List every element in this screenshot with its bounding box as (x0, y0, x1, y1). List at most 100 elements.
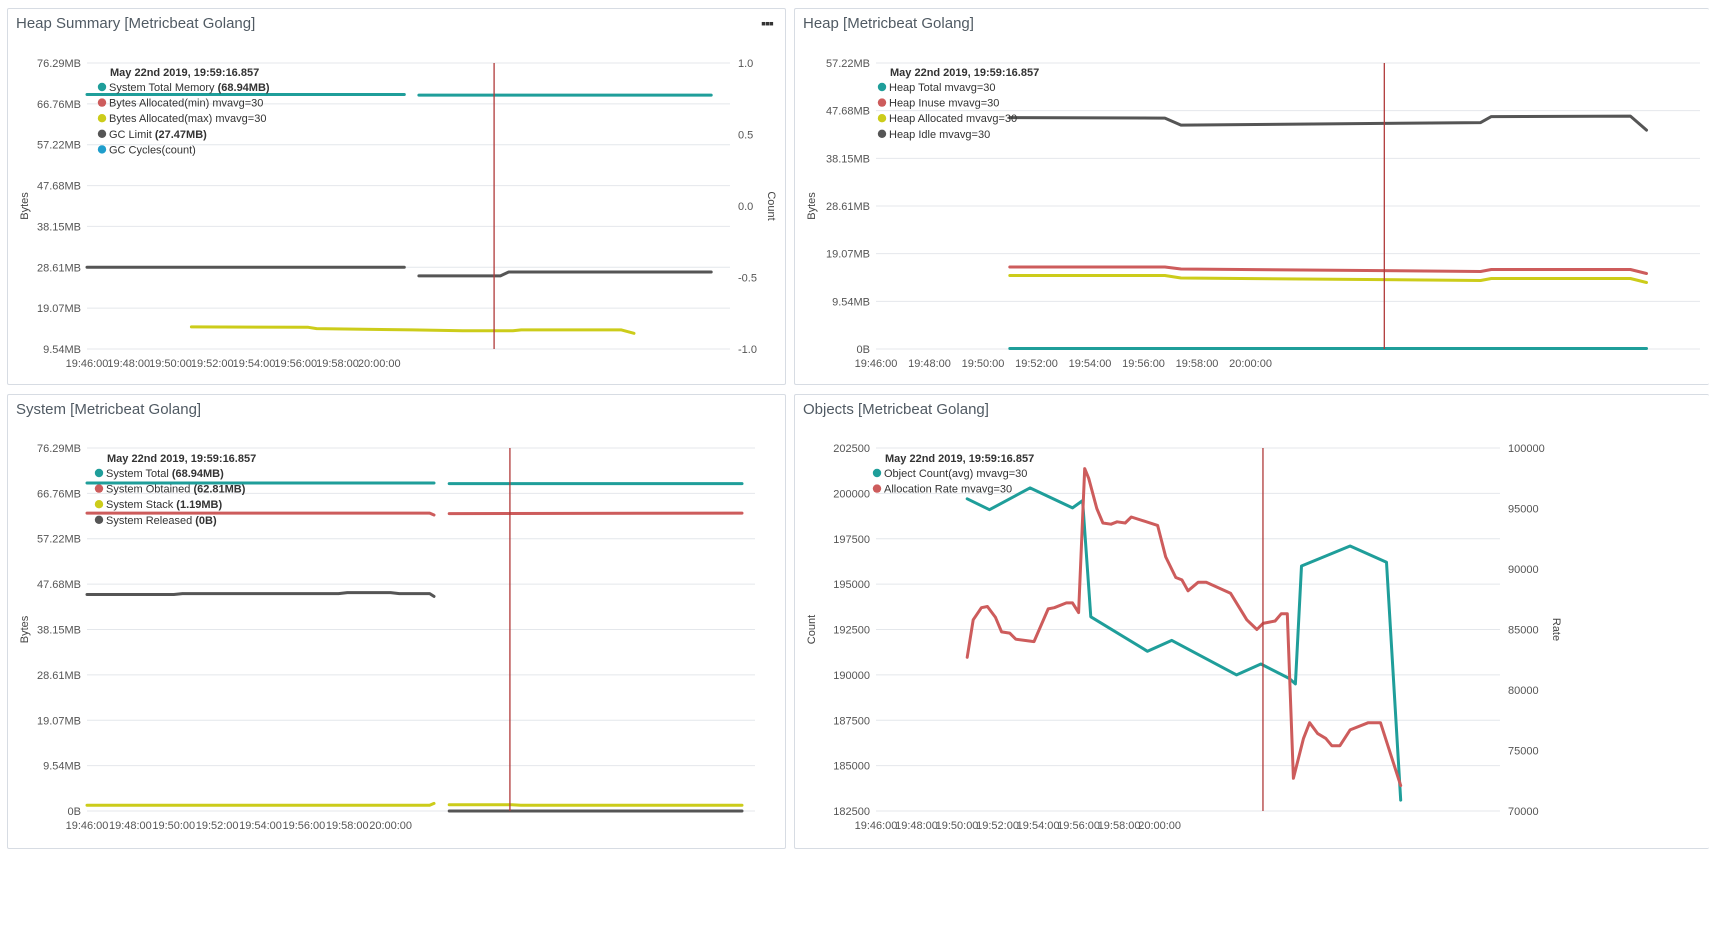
y-tick-label: 9.54MB (43, 761, 81, 773)
tooltip-entry-label: System Released (106, 515, 195, 527)
heap-chart[interactable]: 57.22MB 47.68MB 38.15MB 28.61MB 19.07MB 9.54M… (795, 9, 1709, 386)
x-tick-label: 19:48:00 (908, 358, 951, 370)
tooltip-entry-label: Bytes Allocated(max) mvavg=30 (109, 113, 266, 125)
panel-title: System [Metricbeat Golang] (16, 401, 202, 418)
tooltip-entry-value: (27.47MB) (155, 129, 207, 141)
y-axis-label: Bytes (806, 192, 818, 220)
tooltip-entry-label: Heap Total mvavg=30 (889, 82, 996, 94)
tooltip-entry: System Total Memory (68.94MB) (109, 82, 270, 94)
ellipsis-icon[interactable]: ▪▪▪ (761, 15, 774, 31)
x-tick-label: 19:50:00 (152, 820, 195, 832)
y-tick-label: 9.54MB (43, 344, 81, 356)
series-line-system-obtained (85, 511, 436, 517)
series-line-system-obtained (447, 511, 744, 516)
x-tick-label: 20:00:00 (369, 820, 412, 832)
legend-dot-icon (94, 484, 104, 493)
legend-dot-icon (872, 468, 882, 478)
y-tick-label: 47.68MB (37, 579, 81, 591)
x-tick-label: 20:00:00 (1138, 820, 1181, 832)
x-tick-label: 19:46:00 (66, 820, 109, 832)
panel-title: Heap Summary [Metricbeat Golang] (16, 15, 256, 32)
legend-dot-icon (877, 114, 887, 123)
y-tick-label: 182500 (833, 806, 870, 818)
y-tick-label: 57.22MB (37, 534, 81, 546)
y-tick-label: 38.15MB (37, 624, 81, 636)
tooltip-entry: System Obtained (62.81MB) (106, 484, 246, 496)
x-tick-label: 19:48:00 (109, 820, 152, 832)
y-tick-label: 66.76MB (37, 488, 81, 500)
tooltip-entry-label: System Total Memory (109, 82, 218, 94)
y-tick-label: 19.07MB (37, 715, 81, 727)
tooltip-entry: System Released (0B) (106, 515, 217, 527)
panel-objects: Objects [Metricbeat Golang] 202500 200000… (794, 394, 1709, 849)
y-tick-label: 185000 (833, 761, 870, 773)
x-tick-label: 19:48:00 (107, 358, 150, 370)
x-tick-label: 19:58:00 (316, 358, 359, 370)
tooltip-entry: Heap Allocated mvavg=30 (889, 113, 1017, 125)
panel-system: System [Metricbeat Golang] 76.29MB 66.76M… (7, 394, 786, 849)
series-line-system-stack (447, 803, 744, 807)
legend-dot-icon (97, 114, 107, 123)
y2-tick-label: 0.0 (738, 201, 753, 213)
x-tick-label: 19:56:00 (282, 820, 325, 832)
y-tick-label: 202500 (833, 443, 870, 455)
tooltip-entry-label: Allocation Rate mvavg=30 (884, 484, 1012, 496)
tooltip-entry-label: Object Count(avg) mvavg=30 (884, 468, 1027, 480)
y-tick-label: 47.68MB (826, 106, 870, 118)
y-tick-label: 192500 (833, 625, 870, 637)
tooltip-entry: System Total (68.94MB) (106, 468, 224, 480)
legend-dot-icon (97, 98, 107, 107)
x-tick-label: 19:46:00 (66, 358, 109, 370)
tooltip-entry: Allocation Rate mvavg=30 (884, 484, 1012, 496)
legend-dot-icon (877, 98, 887, 107)
tooltip-entry: Object Count(avg) mvavg=30 (884, 468, 1027, 480)
x-tick-label: 19:58:00 (1098, 820, 1141, 832)
tooltip-entry: Heap Idle mvavg=30 (889, 129, 990, 141)
heap-summary-chart[interactable]: 76.29MB 66.76MB 57.22MB 47.68MB 38.15MB 28.61… (8, 9, 787, 386)
y-tick-label: 19.07MB (826, 249, 870, 261)
y2-tick-label: 95000 (1508, 504, 1539, 516)
x-tick-label: 19:54:00 (233, 358, 276, 370)
tooltip-entry: Bytes Allocated(min) mvavg=30 (109, 98, 263, 110)
x-tick-label: 19:54:00 (1017, 820, 1060, 832)
tooltip-entry-label: System Stack (106, 499, 176, 511)
tooltip-entry-label: Heap Inuse mvavg=30 (889, 98, 999, 110)
x-tick-label: 19:56:00 (1122, 358, 1165, 370)
y2-tick-label: 85000 (1508, 625, 1539, 637)
tooltip-entry-value: (68.94MB) (218, 82, 270, 94)
y-tick-label: 195000 (833, 579, 870, 591)
series-line-object-count-avg-mvavg-30 (965, 486, 1403, 802)
y-tick-label: 66.76MB (37, 99, 81, 111)
tooltip-time: May 22nd 2019, 19:59:16.857 (885, 453, 1034, 465)
y-tick-label: 190000 (833, 670, 870, 682)
y2-tick-label: 90000 (1508, 564, 1539, 576)
x-tick-label: 19:46:00 (855, 820, 898, 832)
tooltip-entry-label: System Obtained (106, 484, 193, 496)
series-line-bytes-allocated-max-mvavg-30 (189, 325, 636, 335)
tooltip-time: May 22nd 2019, 19:59:16.857 (107, 453, 256, 465)
series-line-system-released (85, 591, 436, 598)
system-chart[interactable]: 76.29MB 66.76MB 57.22MB 47.68MB 38.15MB 28.61… (8, 395, 787, 850)
y-tick-label: 28.61MB (826, 201, 870, 213)
x-tick-label: 19:52:00 (196, 820, 239, 832)
x-tick-label: 20:00:00 (358, 358, 401, 370)
y-tick-label: 76.29MB (37, 58, 81, 70)
tooltip-entry: Heap Total mvavg=30 (889, 82, 996, 94)
objects-chart[interactable]: 202500 200000 197500 195000 192500 190000 1875… (795, 395, 1709, 850)
tooltip-entry: System Stack (1.19MB) (106, 499, 222, 511)
tooltip-entry-label: Heap Idle mvavg=30 (889, 129, 990, 141)
y-tick-label: 76.29MB (37, 443, 81, 455)
y-tick-label: 0B (857, 344, 870, 356)
y-tick-label: 197500 (833, 534, 870, 546)
tooltip-entry-value: (62.81MB) (193, 484, 245, 496)
panel-heap-summary: Heap Summary [Metricbeat Golang] ▪▪▪ 76.… (7, 8, 786, 385)
y2-tick-label: 0.5 (738, 130, 753, 142)
panel-title: Heap [Metricbeat Golang] (803, 15, 974, 32)
tooltip-entry: GC Limit (27.47MB) (109, 129, 207, 141)
tooltip-entry-value: (68.94MB) (172, 468, 224, 480)
legend-dot-icon (877, 129, 887, 138)
x-tick-label: 19:58:00 (1176, 358, 1219, 370)
x-tick-label: 19:56:00 (1057, 820, 1100, 832)
y2-tick-label: 1.0 (738, 58, 753, 70)
y-axis-label: Bytes (19, 192, 31, 220)
